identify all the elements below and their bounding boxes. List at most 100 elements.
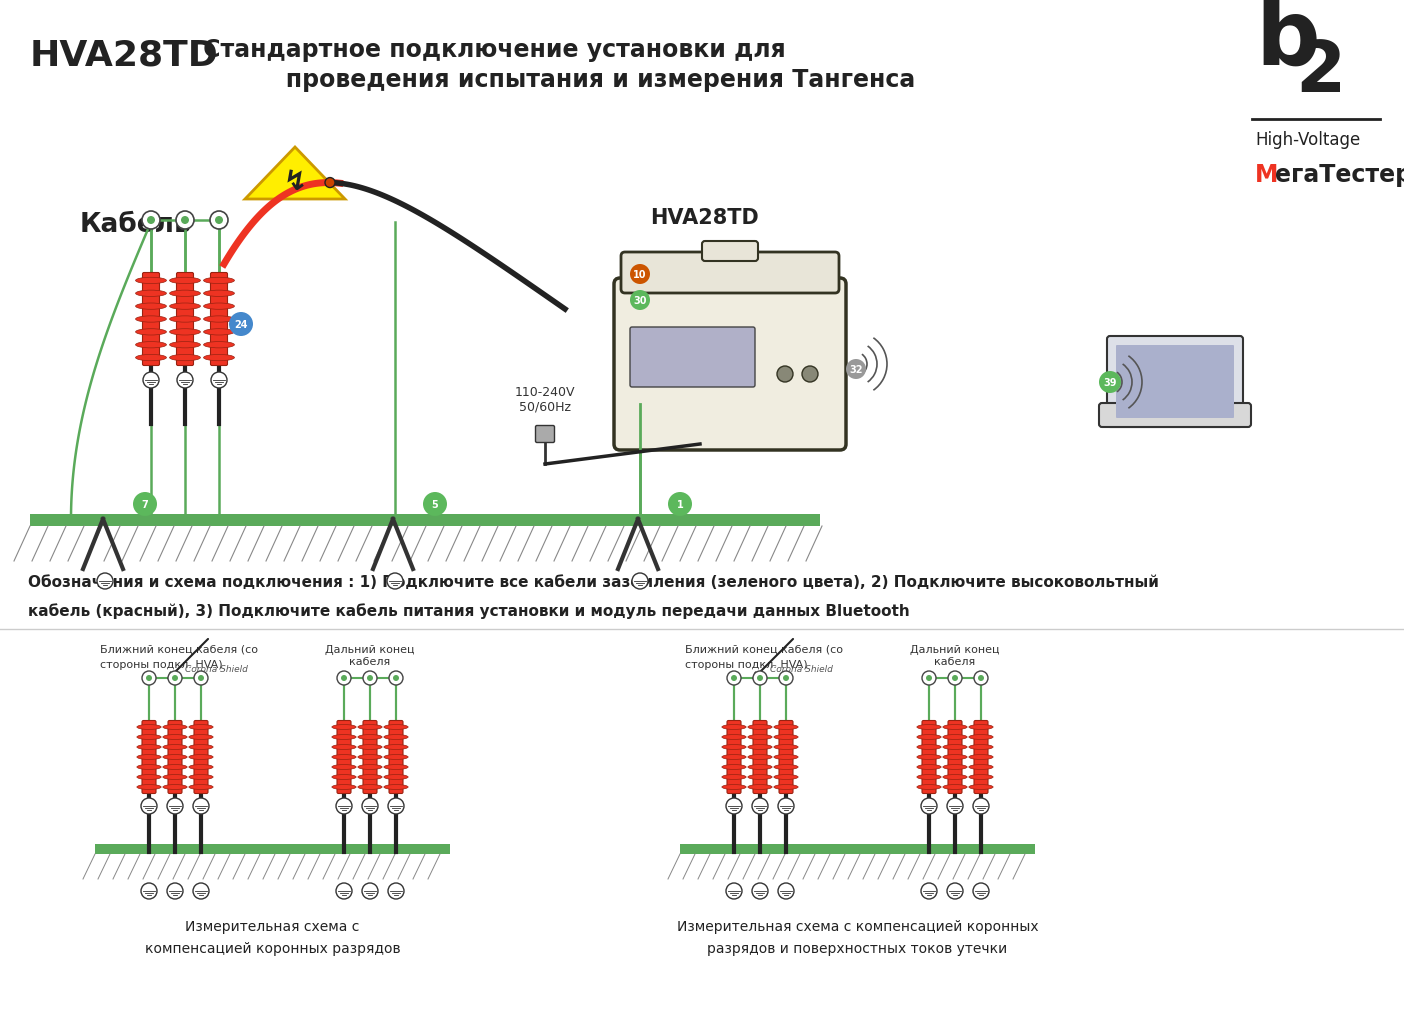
Ellipse shape: [170, 290, 201, 298]
Ellipse shape: [138, 785, 161, 790]
Circle shape: [97, 574, 112, 589]
Circle shape: [177, 373, 192, 388]
Circle shape: [922, 672, 936, 686]
Text: Ближний конец кабеля (со: Ближний конец кабеля (со: [685, 644, 842, 654]
Ellipse shape: [383, 755, 409, 760]
Ellipse shape: [969, 755, 993, 760]
Circle shape: [147, 217, 154, 225]
Circle shape: [927, 676, 932, 682]
Circle shape: [176, 212, 194, 229]
Ellipse shape: [190, 774, 213, 780]
Circle shape: [753, 798, 768, 814]
FancyBboxPatch shape: [142, 273, 160, 366]
Ellipse shape: [943, 774, 967, 780]
Circle shape: [142, 212, 160, 229]
Circle shape: [324, 178, 336, 189]
Ellipse shape: [204, 290, 234, 298]
FancyBboxPatch shape: [29, 515, 820, 527]
Ellipse shape: [748, 774, 772, 780]
Ellipse shape: [383, 725, 409, 730]
Text: Измерительная схема с: Измерительная схема с: [185, 919, 359, 933]
Circle shape: [630, 290, 650, 311]
Ellipse shape: [917, 735, 941, 740]
Text: разрядов и поверхностных токов утечки: разрядов и поверхностных токов утечки: [708, 942, 1008, 955]
Circle shape: [847, 360, 866, 380]
Ellipse shape: [190, 765, 213, 769]
Circle shape: [140, 798, 157, 814]
Ellipse shape: [774, 765, 797, 769]
Circle shape: [143, 373, 159, 388]
Circle shape: [229, 313, 253, 336]
Circle shape: [388, 798, 404, 814]
Ellipse shape: [138, 725, 161, 730]
Ellipse shape: [163, 745, 187, 750]
Circle shape: [726, 883, 741, 899]
FancyBboxPatch shape: [168, 720, 183, 794]
Circle shape: [389, 672, 403, 686]
Circle shape: [364, 672, 378, 686]
Circle shape: [362, 883, 378, 899]
Ellipse shape: [190, 725, 213, 730]
Circle shape: [921, 798, 936, 814]
Ellipse shape: [204, 278, 234, 284]
Ellipse shape: [774, 735, 797, 740]
Text: стороны подкл. HVA): стороны подкл. HVA): [100, 659, 223, 669]
FancyBboxPatch shape: [1116, 345, 1234, 419]
Circle shape: [727, 672, 741, 686]
Text: 2: 2: [1294, 38, 1345, 106]
Ellipse shape: [163, 785, 187, 790]
Ellipse shape: [748, 725, 772, 730]
Ellipse shape: [331, 765, 357, 769]
Circle shape: [668, 492, 692, 517]
Ellipse shape: [748, 765, 772, 769]
Circle shape: [192, 798, 209, 814]
Circle shape: [388, 883, 404, 899]
Ellipse shape: [331, 774, 357, 780]
Ellipse shape: [774, 785, 797, 790]
Circle shape: [167, 883, 183, 899]
FancyBboxPatch shape: [948, 720, 962, 794]
Ellipse shape: [748, 745, 772, 750]
Ellipse shape: [170, 342, 201, 348]
Text: стороны подкл. HVA): стороны подкл. HVA): [685, 659, 807, 669]
Ellipse shape: [138, 765, 161, 769]
FancyBboxPatch shape: [142, 720, 156, 794]
Text: Обозначения и схема подключения : 1) Подключите все кабели заземления (зеленого : Обозначения и схема подключения : 1) Под…: [28, 575, 1158, 589]
Ellipse shape: [774, 755, 797, 760]
Text: HVA28TD: HVA28TD: [650, 208, 758, 228]
Ellipse shape: [163, 725, 187, 730]
Circle shape: [140, 883, 157, 899]
FancyBboxPatch shape: [364, 720, 378, 794]
Text: 7: 7: [142, 499, 149, 510]
Circle shape: [783, 676, 789, 682]
Text: b: b: [1255, 0, 1320, 84]
Circle shape: [731, 676, 737, 682]
Text: Кабель: Кабель: [80, 212, 192, 237]
Ellipse shape: [190, 745, 213, 750]
Circle shape: [388, 574, 403, 589]
Circle shape: [173, 676, 178, 682]
Ellipse shape: [331, 785, 357, 790]
Ellipse shape: [136, 342, 167, 348]
Text: 5: 5: [431, 499, 438, 510]
Ellipse shape: [969, 735, 993, 740]
Ellipse shape: [943, 755, 967, 760]
FancyBboxPatch shape: [779, 720, 793, 794]
Ellipse shape: [383, 785, 409, 790]
Text: 10: 10: [633, 270, 647, 280]
FancyBboxPatch shape: [95, 844, 451, 854]
Ellipse shape: [204, 329, 234, 335]
Ellipse shape: [358, 765, 382, 769]
Circle shape: [192, 883, 209, 899]
Ellipse shape: [204, 355, 234, 362]
Circle shape: [948, 672, 962, 686]
Text: High-Voltage: High-Voltage: [1255, 130, 1360, 149]
Circle shape: [362, 798, 378, 814]
Ellipse shape: [358, 745, 382, 750]
Ellipse shape: [163, 735, 187, 740]
Ellipse shape: [138, 774, 161, 780]
Circle shape: [757, 676, 762, 682]
Circle shape: [726, 798, 741, 814]
Ellipse shape: [190, 735, 213, 740]
Text: компенсацией коронных разрядов: компенсацией коронных разрядов: [145, 942, 400, 955]
